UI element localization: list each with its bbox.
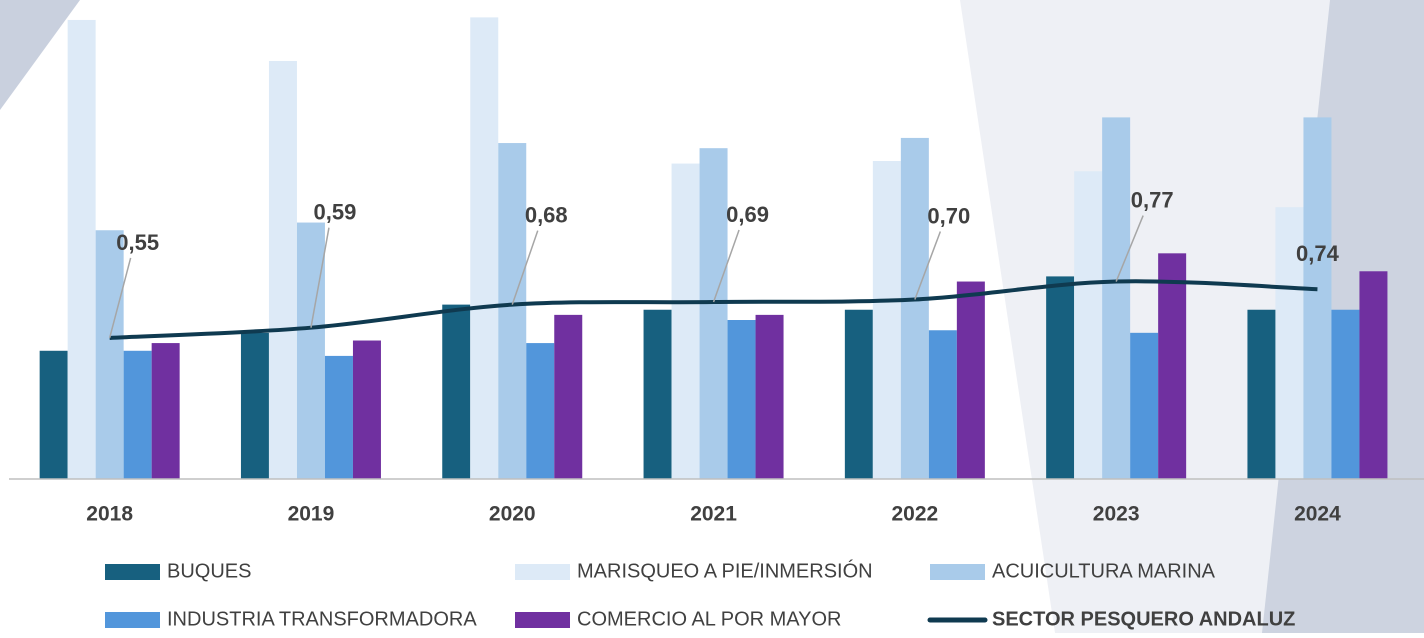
x-tick-label: 2019 — [288, 503, 335, 526]
bar — [755, 314, 784, 479]
bar — [296, 222, 325, 479]
leader-line — [310, 227, 330, 328]
data-label: 0,55 — [116, 230, 159, 255]
bar — [1102, 117, 1131, 479]
decor — [0, 0, 80, 110]
x-tick-label: 2024 — [1294, 503, 1341, 526]
bar — [1074, 171, 1103, 480]
x-tick-label: 2021 — [690, 503, 737, 526]
leader-line — [712, 229, 740, 303]
legend-label: INDUSTRIA TRANSFORMADORA — [167, 608, 477, 630]
legend-label: SECTOR PESQUERO ANDALUZ — [992, 608, 1295, 630]
bar — [39, 350, 68, 479]
data-label: 0,74 — [1296, 241, 1340, 266]
bar — [95, 230, 124, 479]
bar — [1275, 207, 1304, 479]
bar — [470, 17, 499, 480]
bar — [324, 355, 353, 479]
data-label: 0,69 — [726, 202, 769, 227]
bar — [1303, 117, 1332, 479]
bar — [844, 309, 873, 479]
bar — [268, 60, 297, 479]
bar — [498, 143, 527, 479]
bar — [1331, 309, 1360, 479]
x-tick-label: 2020 — [489, 503, 536, 526]
bar — [554, 314, 583, 479]
bar — [1046, 276, 1075, 479]
bar — [526, 343, 555, 479]
bar — [928, 330, 957, 479]
bar — [699, 148, 728, 479]
bar — [900, 137, 929, 479]
data-label: 0,70 — [927, 203, 970, 228]
legend-label: ACUICULTURA MARINA — [992, 560, 1216, 582]
bar — [123, 350, 152, 479]
x-tick-label: 2023 — [1093, 503, 1140, 526]
bar — [643, 309, 672, 479]
bar — [240, 332, 269, 479]
bar — [442, 304, 471, 479]
legend-label: MARISQUEO A PIE/INMERSIÓN — [577, 559, 873, 582]
data-label: 0,77 — [1131, 187, 1174, 212]
bar — [67, 19, 96, 480]
data-label: 0,68 — [525, 202, 568, 227]
bar — [872, 161, 901, 479]
bar — [151, 343, 180, 479]
bar — [671, 163, 700, 479]
bar — [1130, 332, 1159, 479]
bar — [1247, 309, 1276, 479]
leader-line — [108, 257, 132, 339]
x-tick-label: 2022 — [891, 503, 938, 526]
bar — [352, 340, 381, 479]
legend-label: BUQUES — [167, 560, 251, 582]
bar — [727, 320, 756, 479]
data-label: 0,59 — [314, 200, 357, 225]
legend-swatch — [105, 612, 160, 628]
bar — [1158, 253, 1187, 479]
leader-line — [1115, 215, 1144, 282]
x-tick-label: 2018 — [86, 503, 133, 526]
bar — [956, 281, 985, 479]
leader-line — [511, 230, 539, 305]
legend-label: COMERCIO AL POR MAYOR — [577, 608, 841, 630]
legend-swatch — [930, 564, 985, 580]
legend-swatch — [515, 564, 570, 580]
leader-line — [914, 231, 942, 300]
legend-swatch — [515, 612, 570, 628]
legend-swatch — [105, 564, 160, 580]
bar — [1359, 271, 1388, 479]
